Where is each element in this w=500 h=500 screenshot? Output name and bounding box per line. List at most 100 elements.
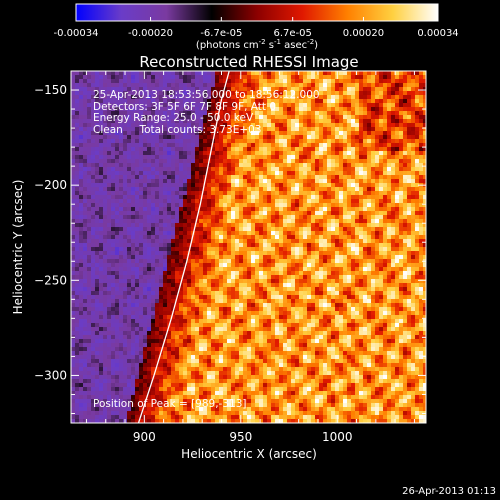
heatmap-cell (415, 167, 420, 172)
heatmap-cell (199, 203, 204, 208)
heatmap-cell (303, 287, 308, 292)
heatmap-cell (191, 139, 196, 144)
heatmap-cell (119, 251, 124, 256)
heatmap-cell (331, 115, 336, 120)
heatmap-cell (359, 167, 364, 172)
heatmap-cell (71, 187, 76, 192)
heatmap-cell (171, 103, 176, 108)
heatmap-cell (299, 143, 304, 148)
heatmap-cell (235, 243, 240, 248)
heatmap-cell (275, 255, 280, 260)
heatmap-cell (171, 231, 176, 236)
heatmap-cell (339, 123, 344, 128)
heatmap-cell (327, 155, 332, 160)
heatmap-cell (399, 287, 404, 292)
heatmap-cell (187, 171, 192, 176)
heatmap-cell (87, 83, 92, 88)
heatmap-cell (151, 103, 156, 108)
heatmap-cell (231, 171, 236, 176)
heatmap-cell (339, 207, 344, 212)
heatmap-cell (299, 95, 304, 100)
heatmap-cell (83, 83, 88, 88)
heatmap-cell (115, 195, 120, 200)
heatmap-cell (227, 271, 232, 276)
heatmap-cell (111, 219, 116, 224)
heatmap-cell (291, 111, 296, 116)
heatmap-cell (379, 235, 384, 240)
heatmap-cell (199, 131, 204, 136)
heatmap-cell (187, 243, 192, 248)
heatmap-cell (215, 179, 220, 184)
heatmap-cell (207, 87, 212, 92)
heatmap-cell (271, 119, 276, 124)
heatmap-cell (307, 83, 312, 88)
heatmap-cell (111, 251, 116, 256)
heatmap-cell (199, 91, 204, 96)
heatmap-cell (87, 107, 92, 112)
heatmap-cell (95, 259, 100, 264)
heatmap-cell (315, 255, 320, 260)
heatmap-cell (87, 247, 92, 252)
heatmap-cell (147, 283, 152, 288)
heatmap-cell (155, 199, 160, 204)
heatmap-cell (167, 183, 172, 188)
heatmap-cell (243, 163, 248, 168)
heatmap-cell (419, 247, 424, 252)
heatmap-cell (263, 111, 268, 116)
heatmap-cell (283, 159, 288, 164)
heatmap-cell (415, 159, 420, 164)
heatmap-cell (219, 143, 224, 148)
heatmap-cell (367, 143, 372, 148)
heatmap-cell (183, 203, 188, 208)
heatmap-cell (299, 243, 304, 248)
heatmap-cell (111, 79, 116, 84)
heatmap-cell (279, 123, 284, 128)
heatmap-cell (415, 191, 420, 196)
heatmap-cell (91, 243, 96, 248)
heatmap-cell (235, 167, 240, 172)
heatmap-cell (319, 99, 324, 104)
heatmap-cell (355, 159, 360, 164)
heatmap-cell (283, 195, 288, 200)
heatmap-cell (283, 175, 288, 180)
heatmap-cell (147, 183, 152, 188)
heatmap-cell (251, 171, 256, 176)
heatmap-cell (107, 163, 112, 168)
heatmap-cell (383, 191, 388, 196)
heatmap-cell (187, 127, 192, 132)
heatmap-cell (203, 147, 208, 152)
heatmap-cell (195, 219, 200, 224)
heatmap-cell (131, 159, 136, 164)
heatmap-cell (295, 223, 300, 228)
heatmap-cell (135, 291, 140, 296)
heatmap-cell (279, 195, 284, 200)
heatmap-cell (415, 251, 420, 256)
heatmap-cell (71, 171, 76, 176)
heatmap-cell (423, 103, 426, 108)
heatmap-cell (367, 179, 372, 184)
heatmap-cell (115, 83, 120, 88)
heatmap-cell (199, 107, 204, 112)
heatmap-cell (407, 279, 412, 284)
heatmap-cell (215, 155, 220, 160)
heatmap-cell (331, 207, 336, 212)
heatmap-cell (195, 175, 200, 180)
heatmap-cell (263, 103, 268, 108)
heatmap-cell (159, 231, 164, 236)
heatmap-cell (419, 215, 424, 220)
heatmap-cell (395, 159, 400, 164)
heatmap-cell (247, 155, 252, 160)
heatmap-cell (371, 71, 376, 76)
heatmap-cell (167, 103, 172, 108)
heatmap-cell (79, 263, 84, 268)
heatmap-cell (207, 71, 212, 76)
heatmap-cell (379, 167, 384, 172)
heatmap-cell (307, 91, 312, 96)
heatmap-cell (415, 255, 420, 260)
heatmap-cell (227, 243, 232, 248)
heatmap-cell (179, 75, 184, 80)
heatmap-cell (227, 283, 232, 288)
heatmap-cell (339, 139, 344, 144)
heatmap-cell (95, 95, 100, 100)
heatmap-cell (211, 271, 216, 276)
